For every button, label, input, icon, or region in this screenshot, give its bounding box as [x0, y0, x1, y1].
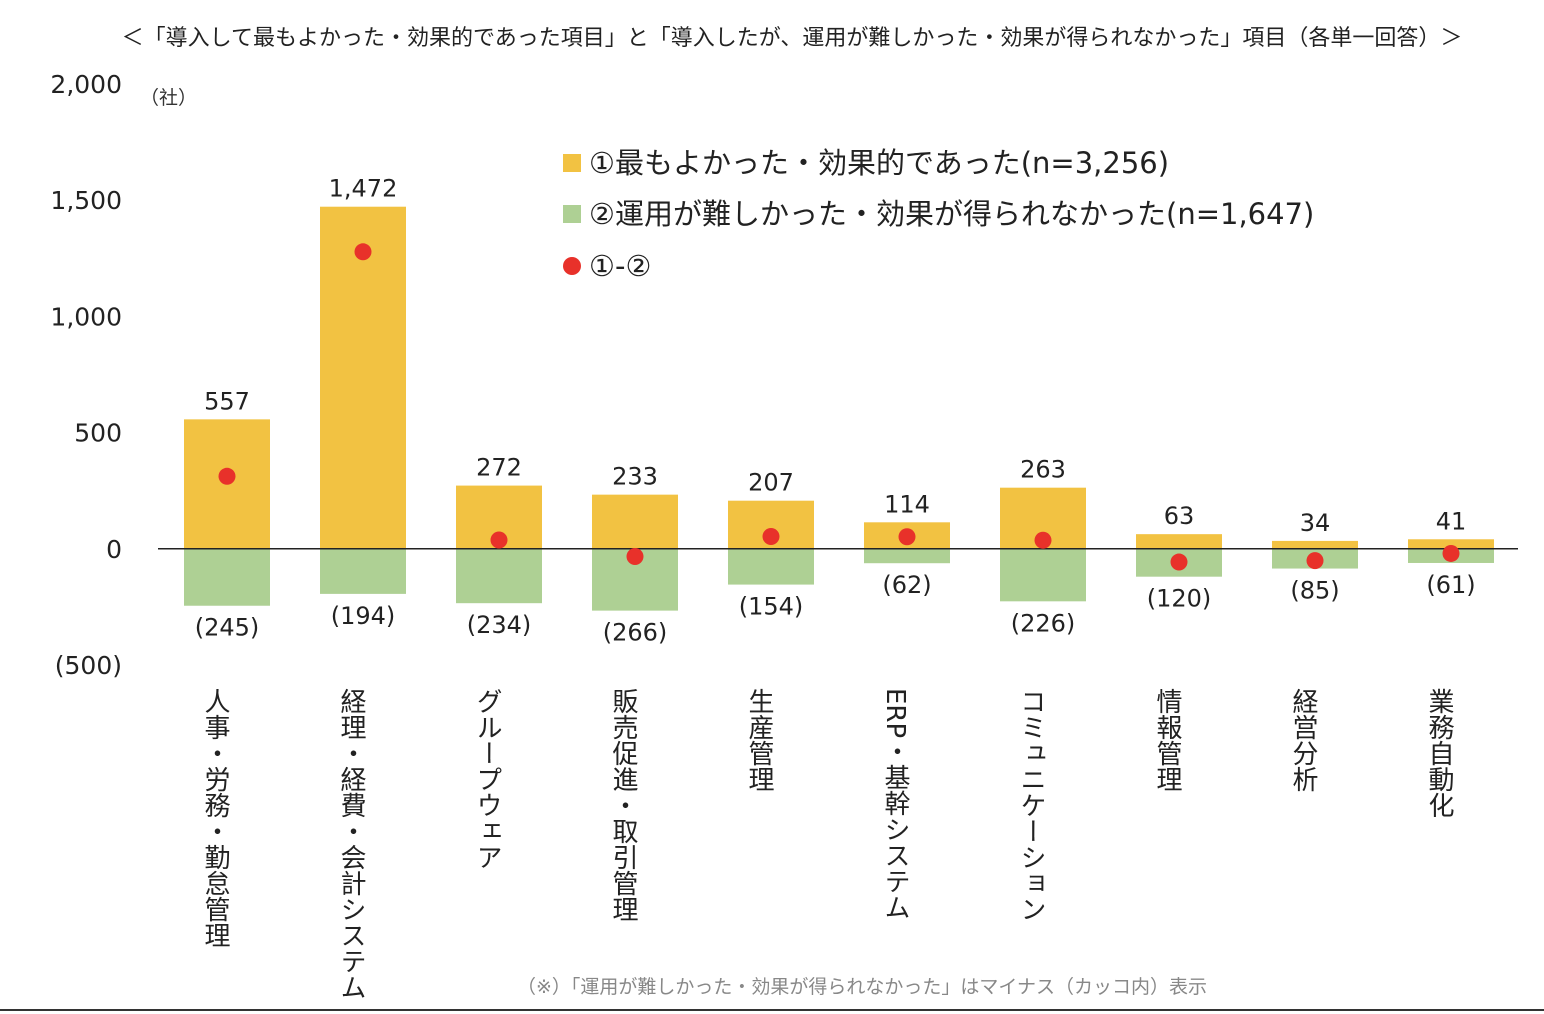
negative-bar [728, 548, 814, 585]
legend-label: ②運用が難しかった・効果が得られなかった(n=1,647) [589, 197, 1314, 231]
positive-value-label: 34 [1300, 509, 1331, 537]
category-label: コミュニケーション [1016, 688, 1046, 922]
positive-value-label: 557 [204, 387, 250, 415]
positive-value-label: 263 [1020, 456, 1066, 484]
difference-point [354, 243, 372, 261]
difference-point [1170, 553, 1188, 571]
difference-points [218, 243, 1460, 571]
negative-value-label: (120) [1147, 585, 1212, 613]
negative-value-label: (61) [1426, 571, 1475, 599]
negative-bar [184, 548, 270, 606]
category-label: ERP・基幹システム [880, 688, 910, 920]
positive-value-label: 114 [884, 490, 930, 518]
negative-bar [320, 548, 406, 594]
negative-value-label: (234) [467, 611, 532, 639]
positive-value-label: 207 [748, 469, 794, 497]
x-axis-labels: 人事・労務・勤怠管理 経理・経費・会計システム グループウェア 販売促進・取引管理 生産… [200, 688, 1454, 1000]
bars [184, 206, 1494, 611]
legend-label: ①-② [589, 249, 651, 283]
positive-value-label: 272 [476, 454, 522, 482]
difference-point [762, 527, 780, 545]
difference-point [1306, 552, 1324, 570]
chart-title: ＜「導入して最もよかった・効果的であった項目」と「導入したが、運用が難しかった・… [122, 26, 1463, 51]
y-tick-label: 500 [74, 419, 122, 448]
negative-value-label: (226) [1011, 609, 1076, 637]
positive-value-label: 63 [1164, 502, 1195, 530]
negative-value-label: (62) [882, 571, 931, 599]
negative-bar [864, 548, 950, 564]
y-tick-label: 0 [106, 535, 122, 564]
negative-value-label: (245) [195, 614, 260, 642]
positive-value-label: 233 [612, 463, 658, 491]
value-labels: 557 (245) 1,472 (194) 272 (234) 233 (266) 207 (15… [195, 175, 1476, 647]
category-label: 経営分析 [1288, 688, 1318, 792]
category-label: 人事・労務・勤怠管理 [200, 688, 230, 948]
category-label: 業務自動化 [1424, 688, 1454, 818]
negative-bar [1000, 548, 1086, 602]
difference-point [1442, 544, 1460, 562]
y-tick-label: 1,000 [50, 302, 122, 331]
category-label: 販売促進・取引管理 [608, 688, 638, 922]
positive-value-label: 41 [1436, 507, 1467, 535]
negative-value-label: (154) [739, 593, 804, 621]
difference-point [1034, 531, 1052, 549]
positive-bar [592, 494, 678, 549]
footnote: （※）「運用が難しかった・効果が得られなかった」はマイナス（カッコ内）表示 [517, 976, 1207, 998]
difference-point [626, 547, 644, 565]
positive-bar [1272, 540, 1358, 549]
negative-value-label: (266) [603, 619, 668, 647]
negative-bar [456, 548, 542, 604]
legend-swatch [563, 154, 581, 172]
negative-value-label: (85) [1290, 577, 1339, 605]
y-tick-label: 2,000 [50, 70, 122, 99]
category-label: グループウェア [472, 688, 502, 870]
y-tick-label: (500) [55, 651, 122, 680]
difference-point [218, 467, 236, 485]
category-label: 情報管理 [1152, 688, 1182, 792]
category-label: 経理・経費・会計システム [336, 688, 366, 1000]
category-label: 生産管理 [744, 688, 774, 792]
positive-bar [1408, 539, 1494, 549]
positive-value-label: 1,472 [329, 175, 398, 203]
y-tick-label: 1,500 [50, 186, 122, 215]
difference-point [898, 528, 916, 546]
positive-bar [1136, 534, 1222, 549]
legend-swatch [563, 257, 581, 275]
legend-swatch [563, 205, 581, 223]
difference-point [490, 531, 508, 549]
y-axis: 2,000 1,500 1,000 500 0 (500) [50, 70, 122, 680]
legend: ①最もよかった・効果的であった(n=3,256) ②運用が難しかった・効果が得られ… [563, 146, 1314, 283]
positive-bar [320, 206, 406, 549]
unit-label: （社） [140, 87, 197, 109]
bottom-rule [0, 1009, 1544, 1011]
negative-value-label: (194) [331, 602, 396, 630]
legend-label: ①最もよかった・効果的であった(n=3,256) [589, 146, 1169, 180]
